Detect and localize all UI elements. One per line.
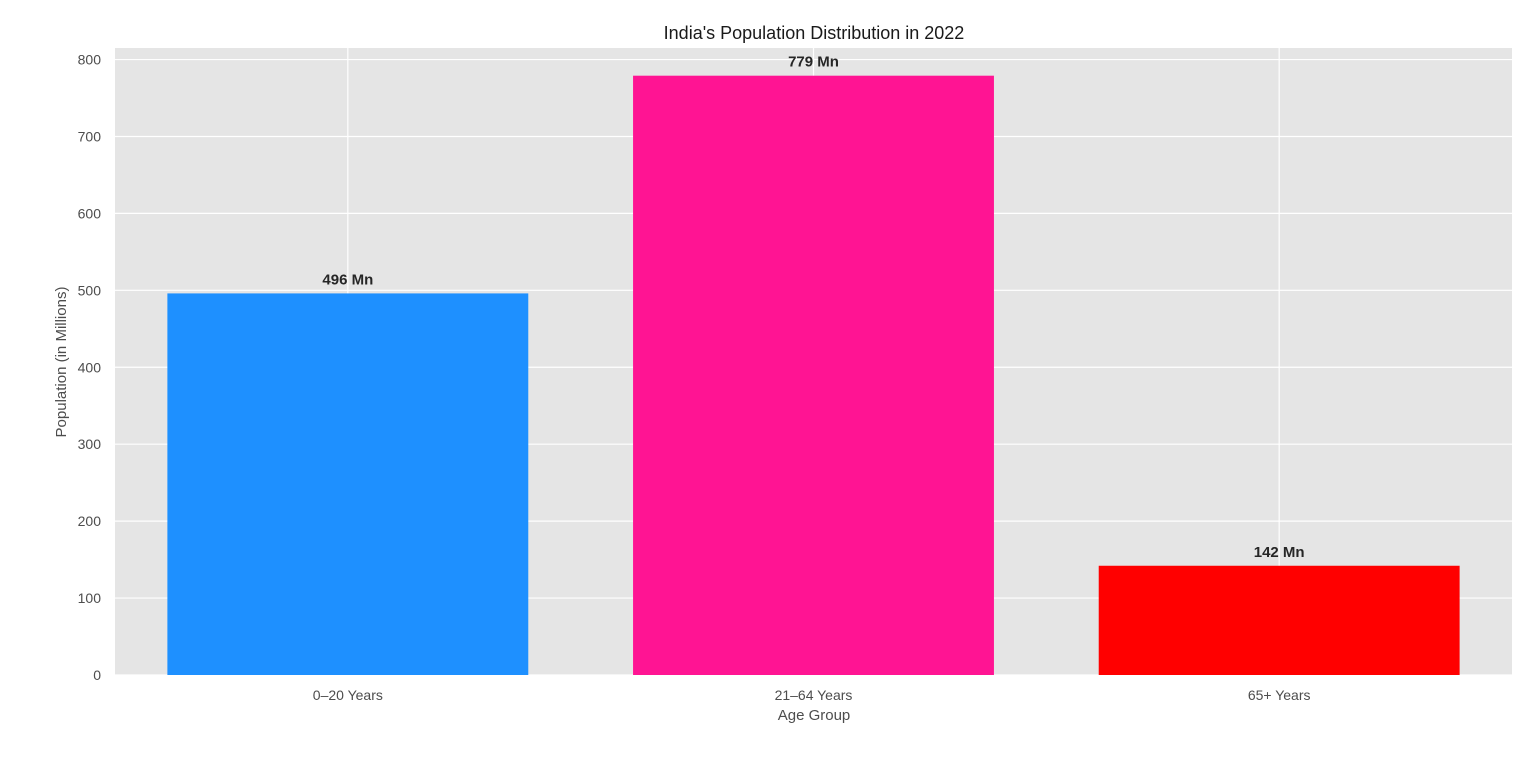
y-tick-label: 300 xyxy=(78,436,102,452)
y-tick-label: 100 xyxy=(78,590,102,606)
data-labels: 496 Mn 779 Mn 142 Mn xyxy=(322,54,1304,561)
y-tick-label: 0 xyxy=(93,667,101,683)
x-tick-label: 0–20 Years xyxy=(313,687,383,703)
bar xyxy=(633,75,994,676)
bar-value-label: 142 Mn xyxy=(1254,544,1305,561)
bar-value-label: 779 Mn xyxy=(788,54,839,71)
y-tick-label: 200 xyxy=(78,513,102,529)
x-axis-ticks: 0–20 Years 21–64 Years 65+ Years xyxy=(313,687,1311,703)
bars xyxy=(167,75,1460,676)
y-tick-label: 600 xyxy=(78,205,102,221)
y-tick-label: 700 xyxy=(78,128,102,144)
y-axis-ticks: 0 100 200 300 400 500 600 700 800 xyxy=(78,52,102,683)
bar-value-label: 496 Mn xyxy=(322,271,373,288)
chart-title: India's Population Distribution in 2022 xyxy=(664,23,965,43)
x-tick-label: 65+ Years xyxy=(1248,687,1311,703)
bar xyxy=(1098,565,1460,675)
y-tick-label: 400 xyxy=(78,359,102,375)
y-axis-title: Population (in Millions) xyxy=(53,287,70,438)
y-tick-label: 800 xyxy=(78,52,102,68)
x-axis-title: Age Group xyxy=(778,707,851,724)
bar xyxy=(167,293,529,675)
x-tick-label: 21–64 Years xyxy=(775,687,853,703)
y-tick-label: 500 xyxy=(78,282,102,298)
